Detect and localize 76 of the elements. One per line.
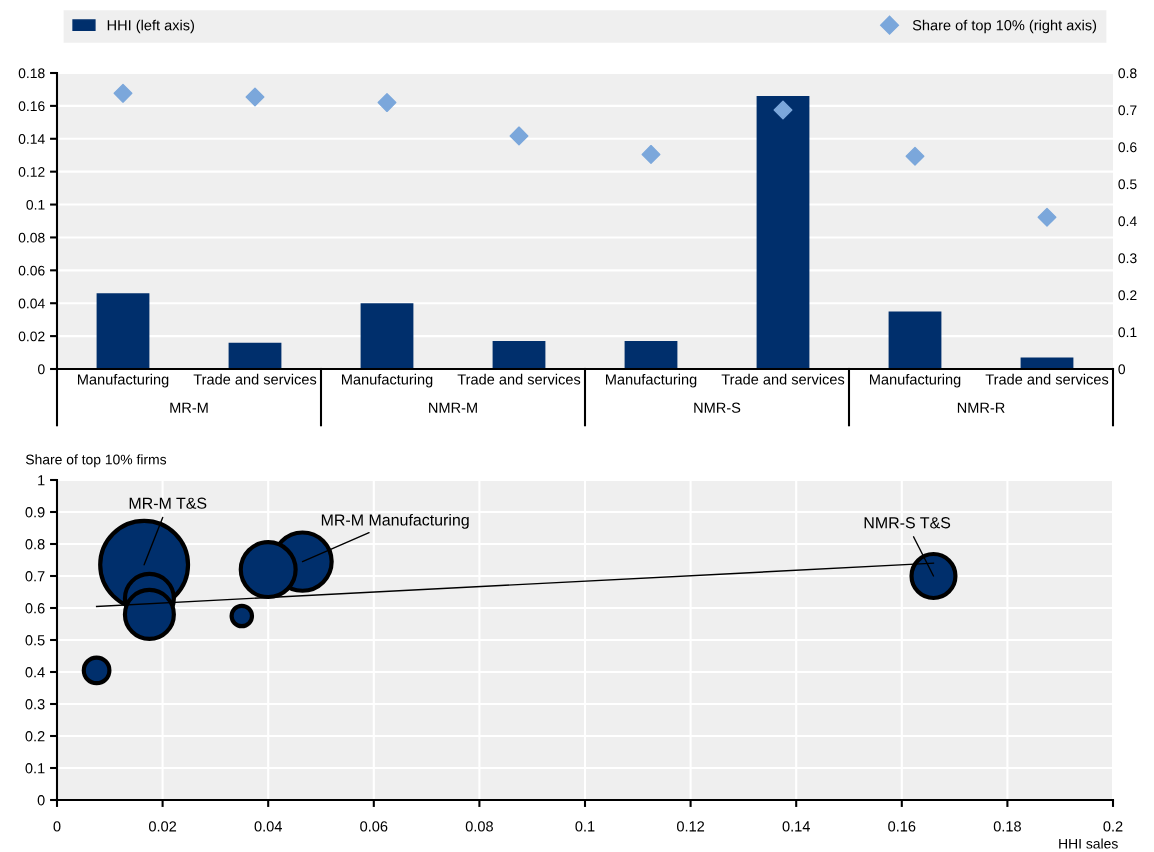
y-tick-label: 0 <box>37 795 45 806</box>
x-tick-label: 0.14 <box>782 821 810 832</box>
text: NMR-R <box>957 402 1005 413</box>
y2-tick-label: 0.2 <box>1118 290 1137 301</box>
x-tick-label: Manufacturing <box>341 373 433 388</box>
point <box>509 126 529 146</box>
text: NMR-S <box>694 402 741 413</box>
x-tick-label: 0.12 <box>676 821 705 832</box>
bar <box>360 303 414 369</box>
x-tick-label: Trade and services <box>721 373 845 385</box>
y-tick-label: 0.16 <box>18 101 45 112</box>
point <box>245 87 265 107</box>
bar <box>888 311 942 369</box>
x-tick-label: 0.06 <box>360 821 388 832</box>
legend-label: Share of top 10% (right axis) <box>912 19 1097 34</box>
bar <box>96 293 150 369</box>
y-tick-label: 0 <box>38 364 45 375</box>
y-tick-label: 0.12 <box>18 167 45 177</box>
x-axis-title: HHI sales <box>1059 838 1118 849</box>
y-tick-label: 0.7 <box>25 571 45 582</box>
y-tick-label: 0.2 <box>25 731 45 742</box>
bar <box>492 341 546 369</box>
y-tick-label: 0.14 <box>18 134 45 144</box>
x-tick-label: 0.02 <box>148 821 177 832</box>
x-tick-label: Trade and services <box>985 373 1109 385</box>
x-tick-label: 0.1 <box>575 821 595 832</box>
x-tick-label: 0.08 <box>465 821 493 832</box>
x-tick-label: Manufacturing <box>77 373 169 388</box>
y-tick-label: 0.8 <box>25 539 45 550</box>
point <box>773 100 793 120</box>
point <box>641 144 661 164</box>
y-tick-label: 0.5 <box>25 635 45 646</box>
x-tick-label: Trade and services <box>193 373 317 385</box>
y-tick-label: 0.3 <box>25 699 45 710</box>
text: MR-M <box>170 402 208 413</box>
point <box>113 83 133 103</box>
text: NMR-M <box>429 402 477 413</box>
x-tick-label: Trade and services <box>457 373 581 385</box>
x-tick-label: 0.04 <box>254 821 282 832</box>
y2-tick-label: 0.1 <box>1118 327 1137 338</box>
point <box>377 93 397 113</box>
x-tick-label: 0.18 <box>993 821 1021 832</box>
legend-label: HHI (left axis) <box>107 19 194 34</box>
y-tick-label: 0.08 <box>18 232 45 243</box>
bar <box>1020 357 1074 369</box>
x-tick-label: 0 <box>53 821 61 832</box>
point <box>905 146 925 166</box>
annotation: MR-M T&S <box>129 497 207 509</box>
y2-tick-label: 0.7 <box>1118 105 1137 116</box>
y-tick-label: 0.1 <box>25 763 45 774</box>
bar <box>756 96 810 369</box>
y-tick-label: 0.06 <box>18 265 45 276</box>
y2-tick-label: 0.8 <box>1118 68 1137 79</box>
y-tick-label: 0.04 <box>18 298 45 309</box>
point <box>1037 207 1057 227</box>
x-tick-label: 0.16 <box>888 821 916 832</box>
y2-tick-label: 0.6 <box>1118 142 1137 153</box>
y-tick-label: 1 <box>38 475 45 486</box>
bar <box>228 342 282 369</box>
annotation: MR-M Manufacturing <box>321 513 469 529</box>
y2-tick-label: 0.4 <box>1118 216 1137 227</box>
y-tick-label: 0.6 <box>25 603 45 614</box>
x-tick-label: Manufacturing <box>869 373 961 388</box>
y-tick-label: 0.18 <box>18 68 45 79</box>
y2-tick-label: 0.5 <box>1118 179 1137 190</box>
y-axis-title: Share of top 10% firms <box>25 454 167 468</box>
x-tick-label: Manufacturing <box>605 373 697 388</box>
y2-tick-label: 0.3 <box>1118 253 1137 264</box>
x-tick-label: 0.2 <box>1103 821 1123 832</box>
y-tick-label: 0.1 <box>26 199 45 210</box>
y-tick-label: 0.9 <box>25 507 45 518</box>
y-tick-label: 0.4 <box>25 667 45 678</box>
y2-tick-label: 0 <box>1118 364 1126 375</box>
bar <box>624 341 678 369</box>
y-tick-label: 0.02 <box>18 331 45 342</box>
annotation: NMR-S T&S <box>864 517 951 529</box>
